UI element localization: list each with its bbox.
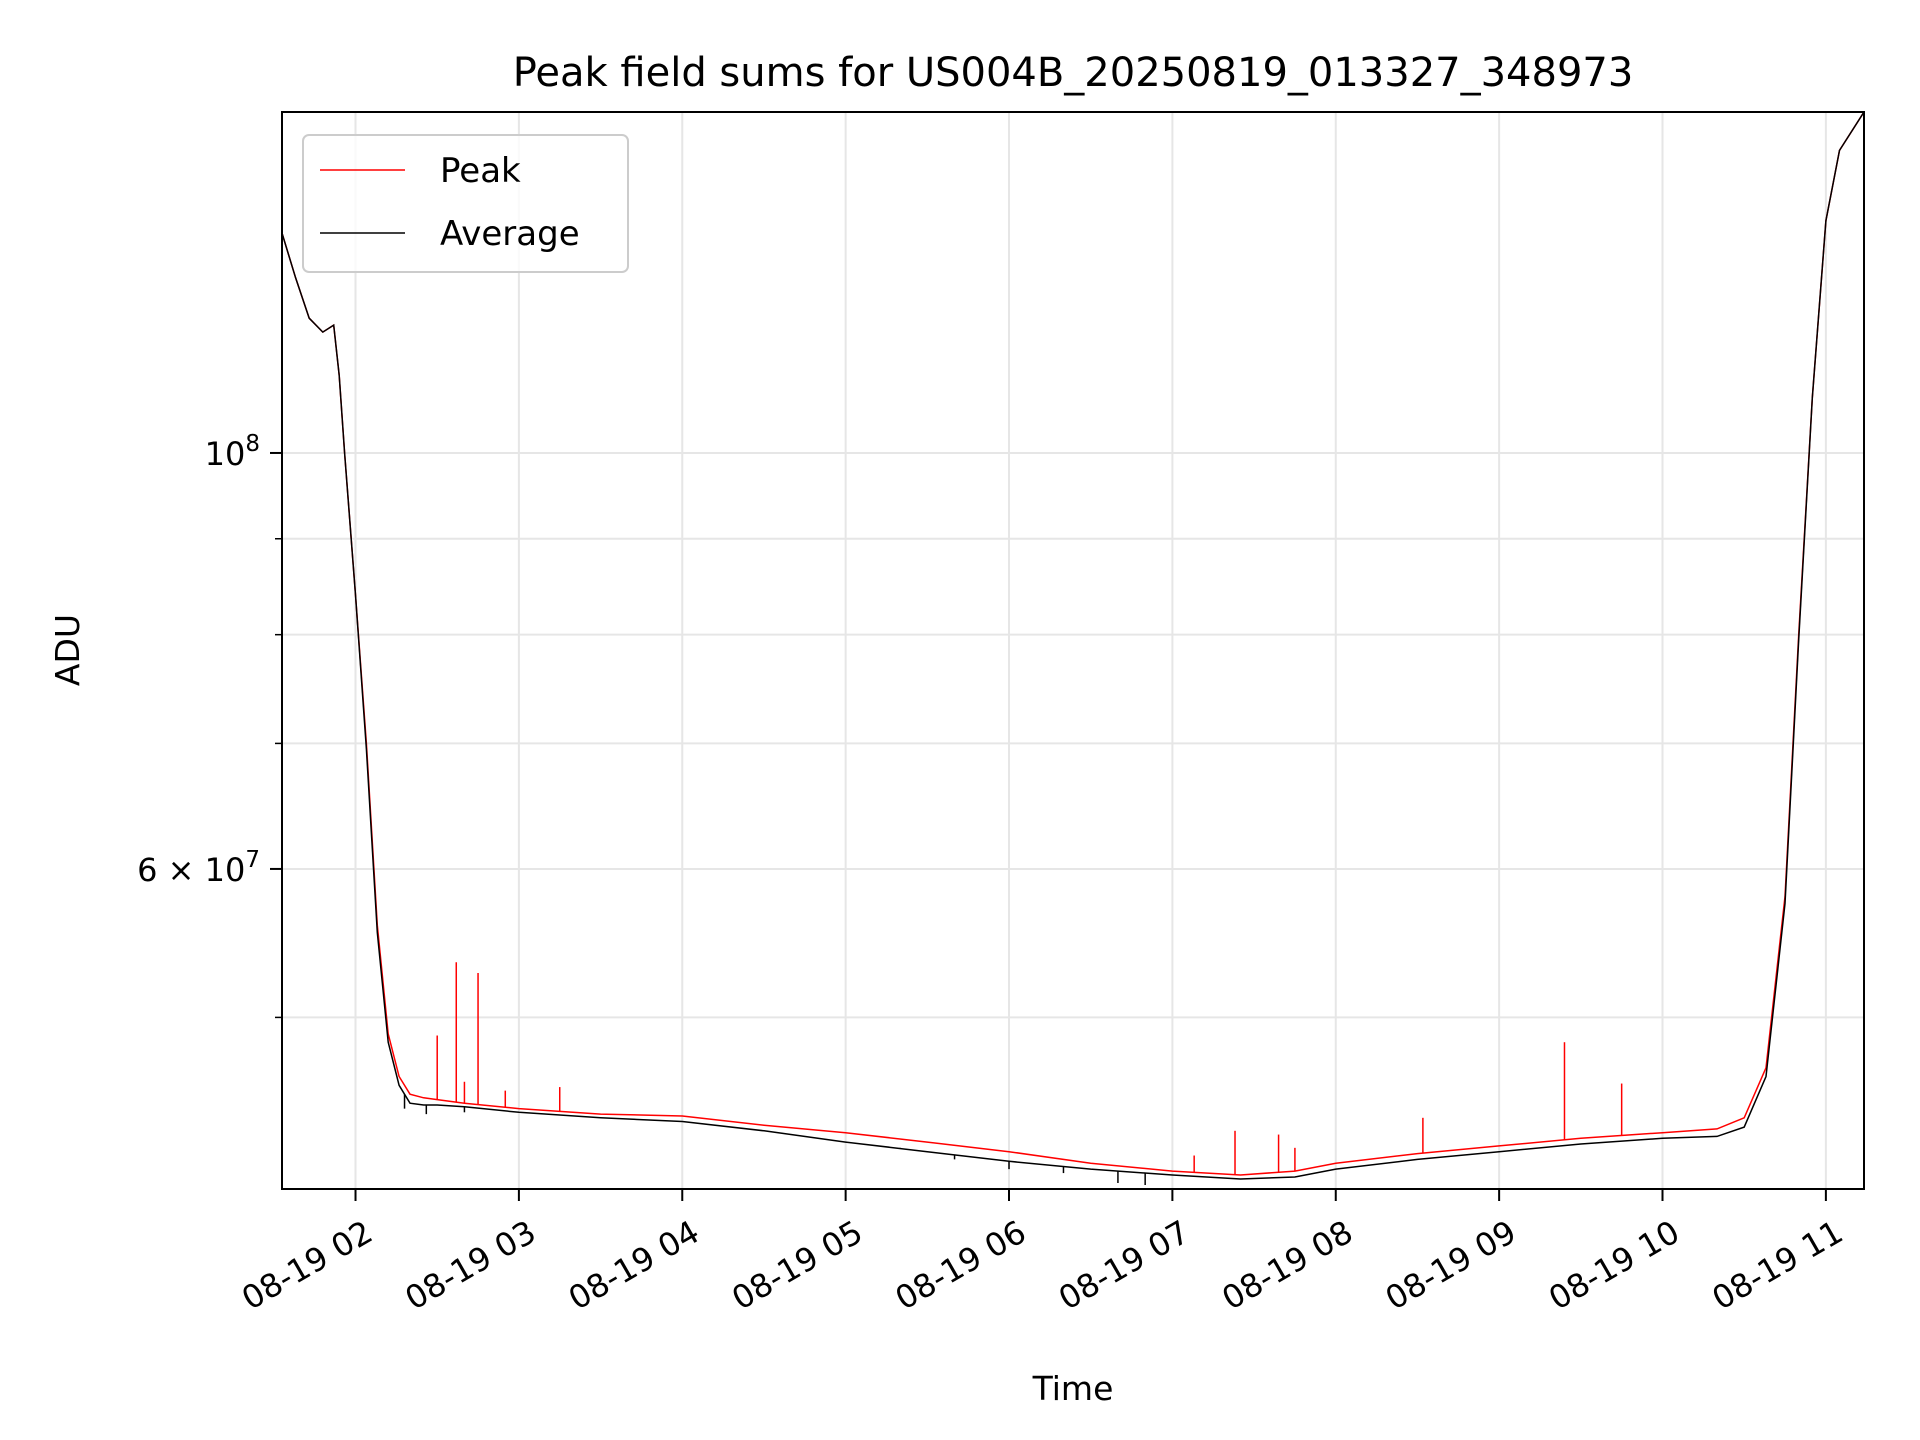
- plot-frame: [281, 111, 1865, 1190]
- x-axis-label: Time: [1032, 1369, 1114, 1408]
- series-line-average: [282, 112, 1864, 1180]
- grid: [282, 112, 1864, 1189]
- y-axis: 108 6 × 107: [137, 431, 282, 1019]
- chart-title: Peak field sums for US004B_20250819_0133…: [513, 50, 1634, 96]
- legend: Peak Average: [302, 134, 629, 273]
- plot-area: [282, 112, 1864, 1185]
- legend-label-peak: Peak: [440, 151, 521, 191]
- y-tick-label: 108: [205, 431, 260, 473]
- legend-label-average: Average: [440, 214, 580, 254]
- y-axis-label: ADU: [48, 614, 87, 686]
- series-layer: [282, 112, 1864, 1185]
- y-tick-label: 6 × 107: [137, 847, 260, 889]
